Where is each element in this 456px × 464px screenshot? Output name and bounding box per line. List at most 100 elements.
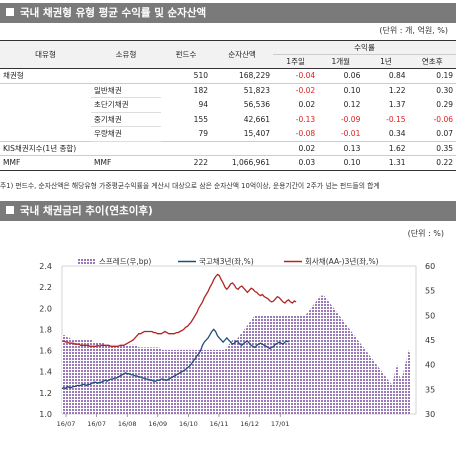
cell-subtype: MMF — [94, 158, 112, 168]
cell-funds: 182 — [193, 86, 208, 95]
cell-type — [0, 83, 91, 98]
series-corp3y-line — [62, 273, 297, 348]
x-tick-label: 16/12 — [240, 420, 259, 428]
header-1m: 1개월 — [318, 54, 364, 69]
cell-subtype: 일반채권 — [91, 83, 161, 98]
table-row: 초단기채권 94 56,536 0.02 0.12 1.37 0.29 — [0, 97, 456, 113]
cell-return: 0.06 — [343, 71, 361, 81]
table-row: MMF MMF 222 1,066,961 0.03 0.10 1.31 0.22 — [0, 156, 456, 170]
table-row: KIS채권지수(1년 종합) 0.02 0.13 1.62 0.35 — [0, 141, 456, 156]
y-left-tick-label: 1.2 — [39, 389, 52, 398]
section-header-returns: 국내 채권형 유형 평균 수익률 및 순자산액 — [0, 3, 456, 23]
cell-type: MMF — [3, 158, 21, 168]
y-left-tick-label: 2.4 — [39, 262, 52, 271]
y-left-tick-label: 1.0 — [39, 410, 52, 419]
unit-label: (단위 : %) — [407, 229, 444, 238]
cell-return: 0.10 — [343, 86, 361, 95]
legend-label: 국고채3년(좌,%) — [199, 256, 254, 266]
unit-label: (단위 : 개, 억원, %) — [379, 26, 448, 35]
x-tick-label: 16/09 — [148, 420, 167, 428]
cell-subtype: 우량채권 — [91, 126, 161, 142]
section-title: 국내 채권금리 추이(연초이후) — [20, 205, 153, 217]
cell-funds: 222 — [193, 158, 208, 168]
cell-return: 0.19 — [436, 71, 453, 81]
cell-return: -0.01 — [340, 129, 361, 138]
header-1y: 1년 — [363, 54, 409, 69]
cell-return: -0.09 — [340, 114, 361, 124]
cell-type: 채권형 — [3, 71, 24, 81]
cell-return: 0.13 — [343, 143, 361, 153]
cell-subtype: 중기채권 — [91, 112, 161, 127]
cell-return: 0.35 — [436, 143, 453, 153]
cell-return: -0.15 — [386, 114, 406, 124]
x-tick-label: 16/10 — [179, 420, 198, 428]
table-row: 우량채권 79 15,407 -0.08 -0.01 0.34 0.07 — [0, 126, 456, 142]
cell-return: 0.03 — [298, 158, 316, 168]
cell-subtype: 초단기채권 — [91, 97, 161, 113]
y-right-tick-label: 35 — [425, 385, 435, 394]
cell-return: 0.02 — [298, 100, 316, 110]
returns-table: 대유형 소유형 펀드수 순자산액 수익률 1주일 1개월 1년 연초후 채권형 5… — [0, 40, 456, 171]
cell-return: -0.08 — [295, 129, 316, 138]
header-funds: 펀드수 — [161, 40, 211, 69]
cell-return: 0.30 — [436, 86, 453, 95]
cell-type: KIS채권지수(1년 종합) — [3, 143, 77, 153]
y-right-tick-label: 50 — [425, 311, 435, 320]
bullet-square-icon — [6, 206, 14, 214]
cell-funds: 79 — [198, 129, 208, 138]
cell-type — [0, 112, 91, 127]
cell-funds — [161, 141, 211, 156]
bullet-square-icon — [6, 8, 14, 16]
cell-funds: 510 — [193, 71, 208, 81]
cell-subtype — [91, 69, 161, 84]
header-returns: 수익률 — [273, 40, 456, 55]
x-tick-label: 16/08 — [118, 420, 137, 428]
table-row: 채권형 510 168,229 -0.04 0.06 0.84 0.19 — [0, 69, 456, 84]
cell-return: 1.62 — [388, 143, 406, 153]
legend-swatch-spread — [78, 258, 96, 265]
y-left-tick-label: 1.8 — [39, 325, 52, 334]
y-right-tick-label: 55 — [425, 287, 435, 296]
section-title: 국내 채권형 유형 평균 수익률 및 순자산액 — [20, 7, 207, 19]
cell-return: 0.22 — [436, 158, 453, 168]
cell-aum: 15,407 — [243, 129, 270, 138]
cell-return: -0.02 — [295, 86, 316, 95]
x-tick-label: 16/07 — [87, 420, 106, 428]
y-left-tick-label: 1.6 — [39, 347, 52, 356]
cell-return: 1.31 — [388, 158, 406, 168]
cell-return: 0.07 — [436, 129, 453, 138]
cell-return: 1.22 — [388, 86, 406, 95]
rates-chart: 2.4 2.2 2.0 1.8 1.6 1.4 1.2 1.0 60 55 50 45 40 35 30 16… — [39, 256, 435, 428]
header-aum: 순자산액 — [211, 40, 273, 69]
cell-return: 0.84 — [388, 71, 406, 81]
series-spread-area — [62, 295, 411, 414]
cell-return: 0.34 — [388, 129, 406, 138]
cell-aum: 168,229 — [238, 71, 270, 81]
cell-return: -0.06 — [433, 114, 453, 124]
legend-label: 스프레드(우,bp) — [99, 257, 151, 266]
x-tick-label: 16/07 — [57, 420, 76, 428]
header-ytd: 연초후 — [408, 54, 456, 69]
table-row: 일반채권 182 51,823 -0.02 0.10 1.22 0.30 — [0, 83, 456, 98]
cell-return: 0.29 — [436, 100, 453, 110]
cell-aum: 42,661 — [243, 114, 270, 124]
legend-label: 회사채(AA-)3년(좌,%) — [305, 256, 379, 266]
y-right-tick-label: 45 — [425, 336, 435, 345]
cell-return: 0.02 — [298, 143, 316, 153]
cell-aum — [211, 141, 273, 156]
header-type: 대유형 — [0, 40, 91, 69]
cell-type — [0, 127, 91, 142]
y-right-tick-label: 60 — [425, 262, 435, 271]
y-left-tick-label: 2.2 — [39, 283, 52, 292]
x-tick-label: 17/01 — [271, 420, 290, 428]
header-subtype: 소유형 — [91, 40, 161, 69]
header-1w: 1주일 — [273, 54, 319, 69]
series-ktb3y-line — [61, 328, 289, 390]
section-header-rates: 국내 채권금리 추이(연초이후) — [0, 201, 456, 221]
x-tick-label: 16/11 — [210, 420, 229, 428]
footnote: 주1) 펀드수, 순자산액은 해당유형 가중평균수익률을 계산시 대상으로 삼은… — [0, 182, 380, 190]
cell-return: 0.10 — [343, 158, 361, 168]
table-row: 중기채권 155 42,661 -0.13 -0.09 -0.15 -0.06 — [0, 112, 456, 127]
cell-aum: 56,536 — [243, 100, 270, 110]
y-left-tick-label: 1.4 — [39, 368, 52, 377]
